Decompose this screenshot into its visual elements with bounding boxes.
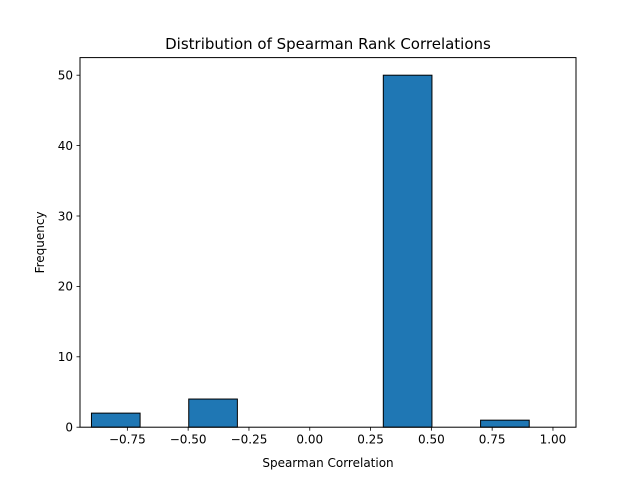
x-tick-label: 0.50 — [418, 433, 445, 447]
y-tick-label: 30 — [58, 209, 73, 223]
x-tick-label: 0.00 — [296, 433, 323, 447]
x-axis-ticks: −0.75 −0.50 −0.25 0.00 0.25 0.50 0.75 1.00 — [109, 427, 566, 447]
x-tick-label: 1.00 — [540, 433, 567, 447]
chart-title: Distribution of Spearman Rank Correlatio… — [165, 35, 491, 53]
plot-frame — [79, 57, 577, 428]
y-axis-ticks: 0 10 20 30 40 50 — [58, 69, 80, 435]
y-tick-label: 20 — [58, 280, 73, 294]
y-tick-label: 40 — [58, 139, 73, 153]
y-tick-label: 10 — [58, 350, 73, 364]
histogram-bar-7 — [382, 74, 433, 428]
x-tick-label: 0.75 — [479, 433, 506, 447]
x-axis-label: Spearman Correlation — [262, 456, 393, 470]
histogram-bar-9 — [480, 419, 530, 428]
y-axis-label: Frequency — [33, 211, 47, 273]
x-tick-label: −0.50 — [170, 433, 207, 447]
x-tick-label: −0.25 — [231, 433, 268, 447]
histogram-bar-1 — [90, 412, 141, 428]
x-tick-label: −0.75 — [109, 433, 146, 447]
y-tick-label: 0 — [65, 421, 73, 435]
histogram-bar-3 — [188, 398, 238, 428]
bars-group — [90, 74, 530, 428]
x-tick-label: 0.25 — [357, 433, 384, 447]
y-tick-label: 50 — [58, 69, 73, 83]
